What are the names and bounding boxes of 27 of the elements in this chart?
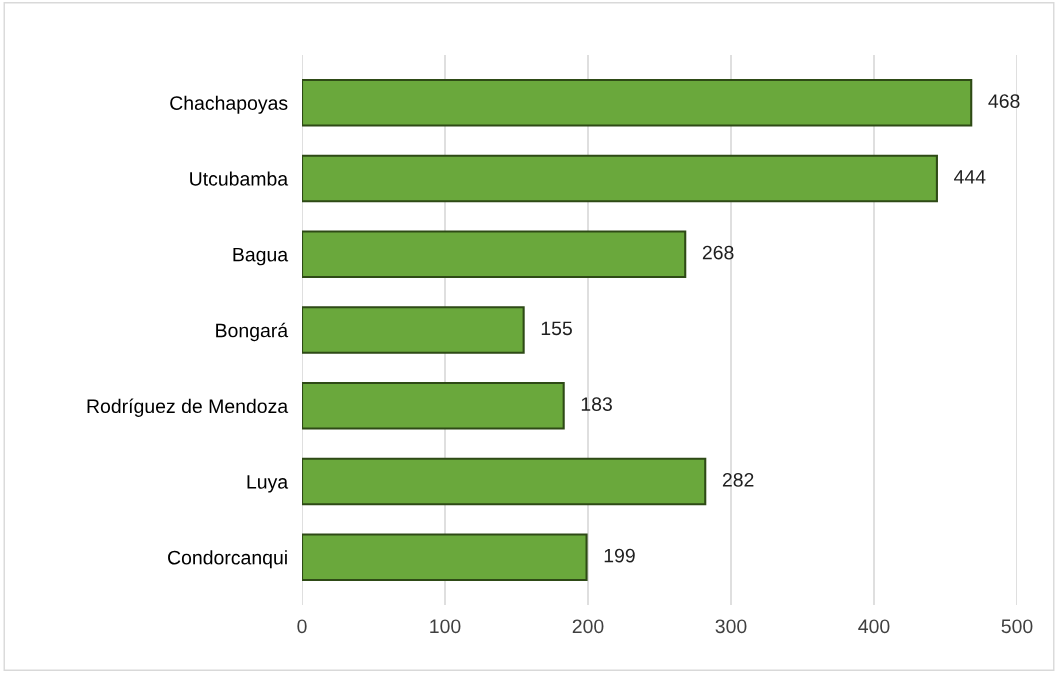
bar (302, 381, 565, 430)
x-tick-label: 500 (1001, 619, 1033, 634)
x-tick-label: 0 (297, 619, 307, 634)
data-label: 268 (702, 245, 734, 260)
x-tick-label: 100 (430, 619, 461, 634)
bar (302, 230, 687, 279)
y-tick-label: Utcubamba (190, 171, 289, 186)
y-tick-label: Bagua (233, 247, 289, 266)
y-tick-label: Bongará (216, 322, 289, 342)
x-tick-label: 400 (858, 619, 890, 634)
y-tick-label: Chachapoyas (170, 95, 288, 114)
bar (302, 457, 707, 506)
x-tick-label: 200 (572, 619, 604, 634)
data-label: 155 (541, 321, 572, 336)
y-tick-label: Condorcanqui (168, 550, 287, 569)
data-label: 183 (581, 397, 612, 411)
data-label: 444 (954, 170, 986, 184)
bar (302, 78, 973, 127)
bar (302, 154, 938, 203)
y-tick-label: Rodríguez de Mendoza (87, 398, 289, 417)
data-label: 468 (988, 94, 1020, 108)
bar (302, 533, 588, 582)
data-label: 282 (722, 472, 754, 487)
x-tick-label: 300 (715, 619, 747, 634)
data-label: 199 (604, 548, 635, 563)
y-tick-label: Luya (247, 475, 289, 493)
bar (302, 306, 525, 354)
